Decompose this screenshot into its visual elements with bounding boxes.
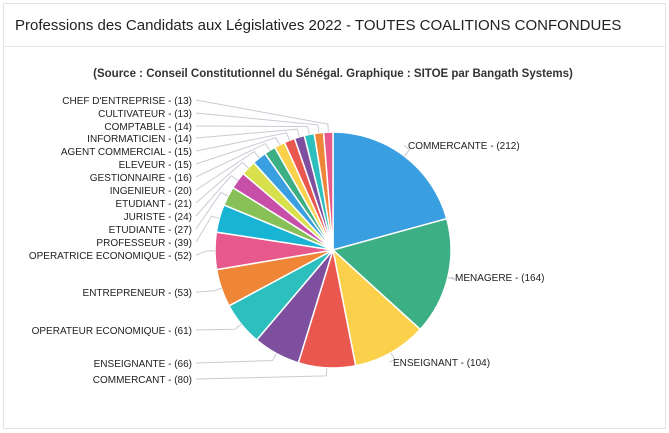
pie-slice-enseignant[interactable] [331, 247, 422, 367]
slice-label: ETUDIANT - (21) [116, 199, 193, 210]
leader-line [195, 174, 239, 217]
slice-label: ENSEIGNANT - (104) [393, 358, 490, 369]
slice-label: GESTIONNAIRE - (16) [90, 173, 192, 184]
slice-label: INFORMATICIEN - (14) [87, 134, 192, 145]
leader-line [195, 137, 281, 165]
slice-label: INGENIEUR - (20) [110, 186, 192, 197]
leader-line [195, 99, 329, 133]
chart-subtitle: (Source : Conseil Constitutionnel du Sén… [93, 68, 573, 80]
leader-line [195, 250, 216, 256]
slice-label: OPERATEUR ECONOMIQUE - (61) [32, 326, 192, 337]
leader-line [195, 128, 300, 139]
slice-label: COMMERCANT - (80) [93, 375, 192, 386]
slice-label: COMPTABLE - (14) [104, 122, 192, 133]
leader-line [195, 112, 320, 133]
slice-label: ENSEIGNANTE - (66) [94, 359, 192, 370]
leader-line [195, 132, 290, 152]
card-title: Professions des Candidats aux Législativ… [4, 4, 665, 47]
leader-line [195, 367, 328, 380]
leader-line [195, 125, 310, 135]
leader-line [195, 151, 260, 191]
slice-label: ETUDIANTE - (27) [109, 225, 192, 236]
leader-line [195, 142, 271, 178]
pie-slice-commercante[interactable] [332, 131, 448, 251]
slice-label: ENTREPRENEUR - (53) [83, 288, 192, 299]
pie-slice-chef-d-entreprise[interactable] [322, 131, 334, 251]
slice-label: AGENT COMMERCIAL - (15) [61, 147, 192, 158]
leader-line [195, 287, 222, 293]
leader-line [195, 215, 220, 243]
slice-label: CHEF D'ENTREPRISE - (13) [62, 96, 192, 107]
leader-line [195, 191, 229, 230]
slice-label: COMMERCANTE - (212) [408, 141, 520, 152]
slice-label: JURISTE - (24) [124, 212, 192, 223]
slice-label: PROFESSEUR - (39) [96, 238, 192, 249]
slice-label: CULTIVATEUR - (13) [98, 109, 192, 120]
leader-line [403, 144, 411, 157]
leader-line [195, 353, 277, 364]
leader-line [447, 276, 456, 280]
leader-line [195, 323, 242, 331]
leader-line [388, 352, 396, 363]
slice-label: OPERATRICE ECONOMIQUE - (52) [29, 251, 192, 262]
slice-label: ELEVEUR - (15) [119, 160, 192, 171]
leader-line [195, 161, 249, 204]
slice-label: MENAGERE - (164) [455, 273, 544, 284]
